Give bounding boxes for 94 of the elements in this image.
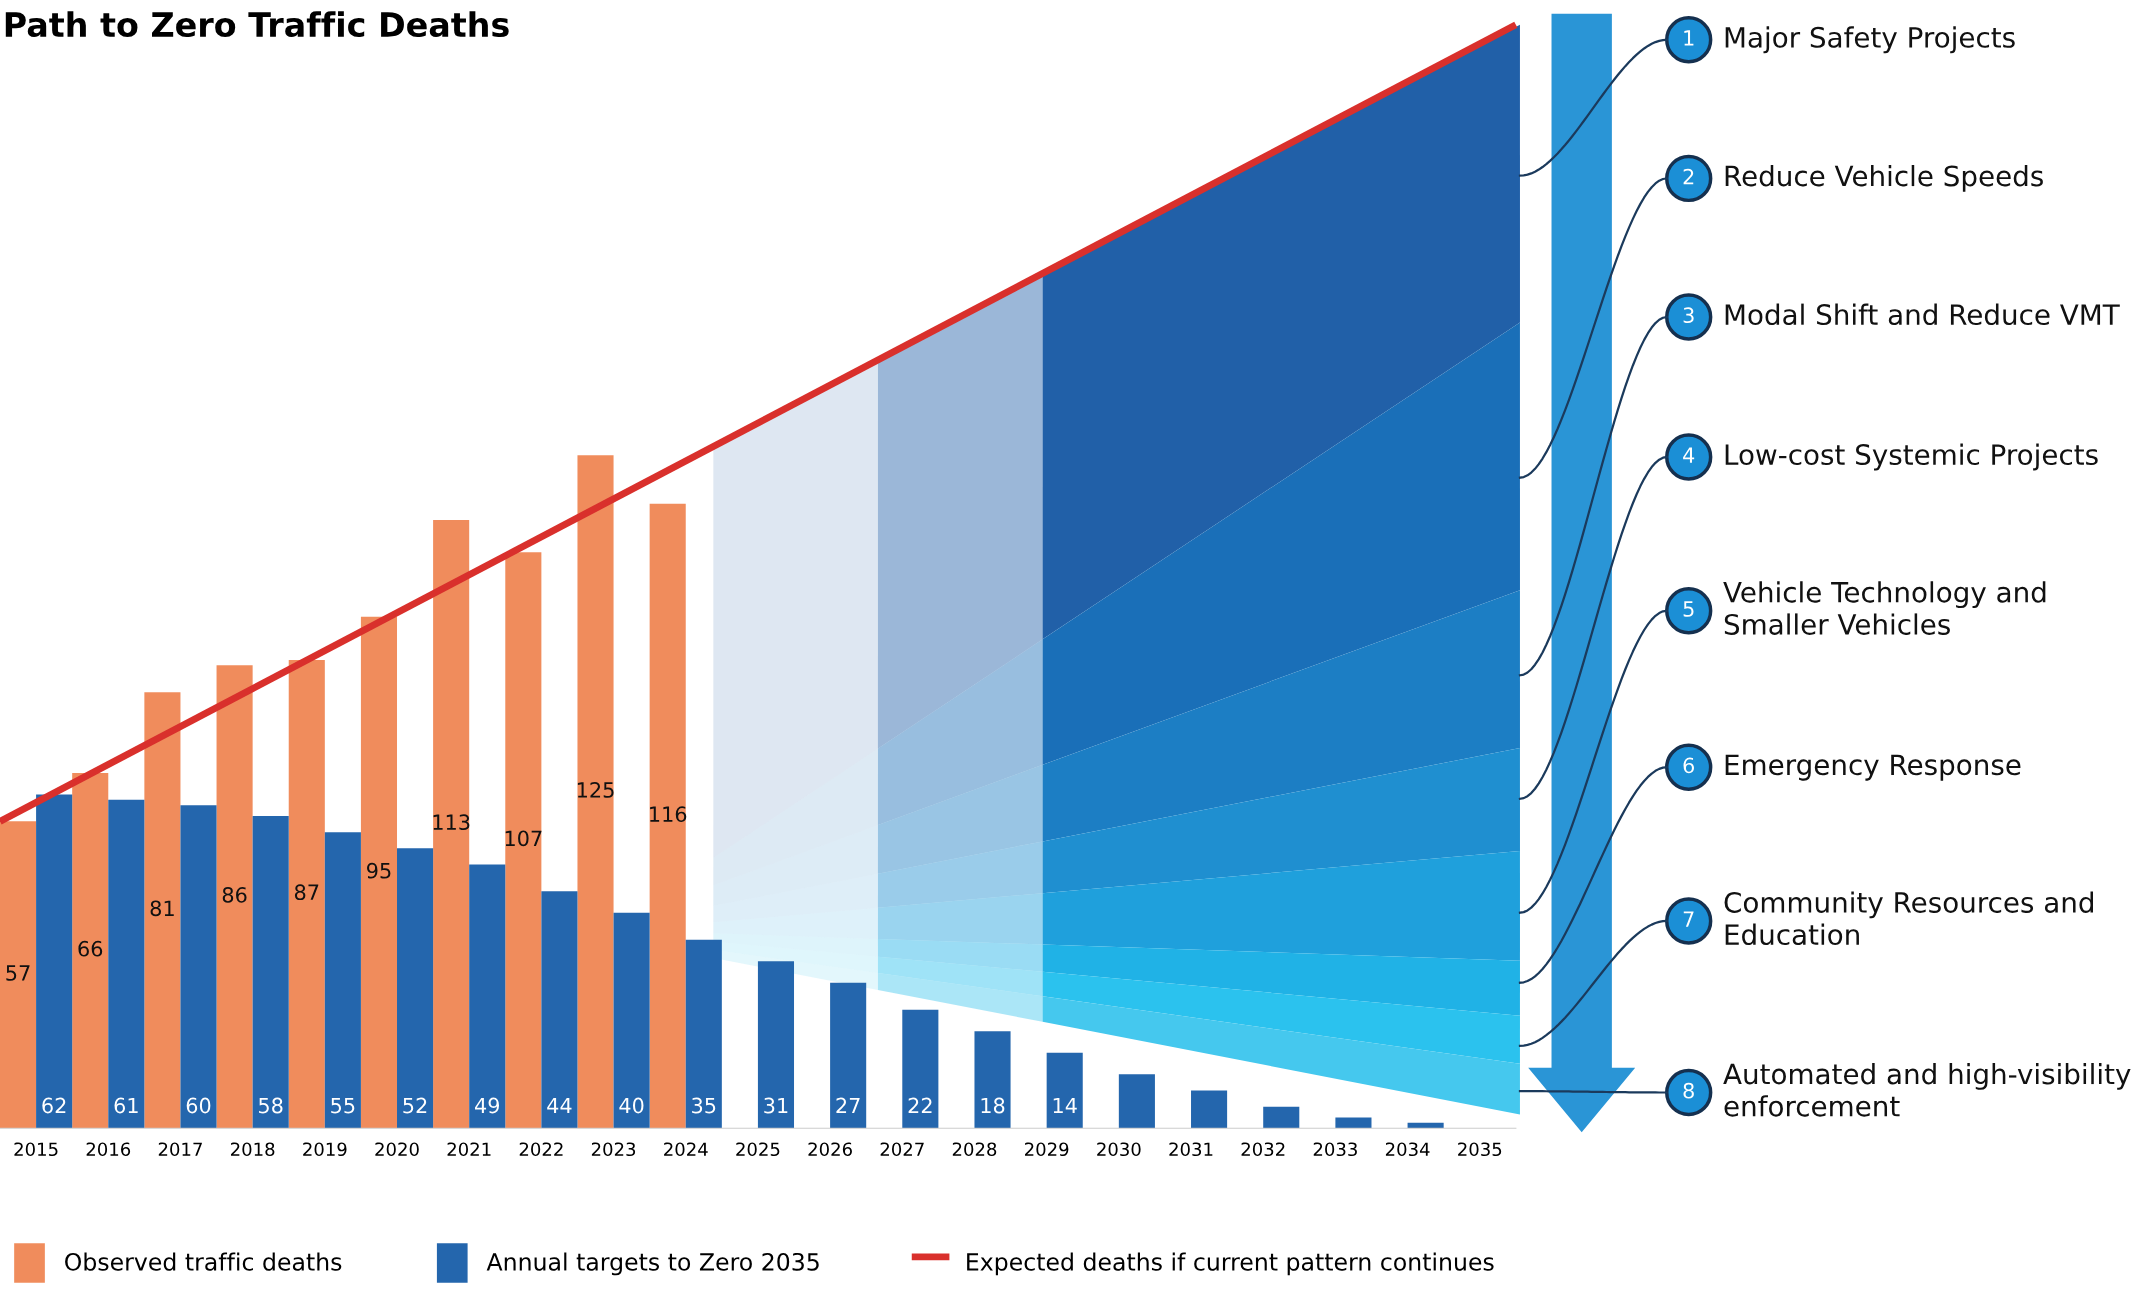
bar bbox=[324, 832, 361, 1129]
x-tick-label: 2031 bbox=[1169, 1142, 1213, 1157]
data-label: 61 bbox=[114, 1097, 138, 1114]
data-label: 22 bbox=[908, 1097, 932, 1114]
data-label: 60 bbox=[186, 1097, 211, 1114]
x-tick-label: 2029 bbox=[1025, 1142, 1069, 1157]
bar bbox=[252, 815, 289, 1129]
data-label: 95 bbox=[367, 862, 391, 879]
data-label: 18 bbox=[981, 1097, 1005, 1114]
data-label: 66 bbox=[78, 940, 103, 957]
text: 2 bbox=[1683, 168, 1694, 185]
legend-label: Observed traffic deaths bbox=[65, 1252, 342, 1271]
x-tick-label: 2030 bbox=[1097, 1142, 1141, 1157]
text: 1 bbox=[1684, 30, 1694, 46]
data-label: 57 bbox=[6, 965, 30, 981]
bar bbox=[433, 519, 470, 1129]
bar bbox=[830, 982, 867, 1129]
data-label: 27 bbox=[836, 1097, 860, 1114]
x-tick-label: 2021 bbox=[447, 1142, 491, 1157]
text: 4 bbox=[1683, 447, 1695, 463]
x-tick-label: 2017 bbox=[158, 1142, 202, 1157]
data-label: 31 bbox=[764, 1097, 788, 1114]
bar bbox=[505, 552, 542, 1129]
bar bbox=[541, 891, 578, 1129]
bar bbox=[613, 912, 650, 1129]
data-label: 87 bbox=[294, 884, 319, 901]
bar bbox=[577, 455, 614, 1129]
data-label: 81 bbox=[150, 900, 174, 917]
x-tick-label: 2020 bbox=[375, 1142, 419, 1157]
bar bbox=[288, 659, 325, 1129]
data-label: 14 bbox=[1053, 1097, 1077, 1114]
x-tick-label: 2019 bbox=[303, 1142, 347, 1157]
bar bbox=[469, 864, 506, 1129]
text: Modal Shift and Reduce VMT bbox=[1725, 303, 2120, 326]
legend-label: Annual targets to Zero 2035 bbox=[486, 1252, 819, 1276]
text: Reduce Vehicle Speeds bbox=[1725, 164, 2043, 192]
x-tick-label: 2016 bbox=[86, 1142, 131, 1157]
x-tick-label: 2028 bbox=[952, 1142, 997, 1157]
bar bbox=[397, 848, 434, 1129]
data-label: 40 bbox=[619, 1097, 644, 1114]
bar bbox=[36, 794, 73, 1129]
bar bbox=[216, 665, 253, 1129]
bar bbox=[1335, 1117, 1372, 1129]
bar bbox=[685, 939, 722, 1129]
bar bbox=[974, 1031, 1011, 1129]
x-tick-label: 2027 bbox=[880, 1142, 924, 1157]
text: Low-cost Systemic Projects bbox=[1725, 443, 2098, 471]
text: Major Safety Projects bbox=[1725, 26, 2015, 54]
data-label: 49 bbox=[475, 1097, 500, 1114]
x-tick-label: 2025 bbox=[736, 1142, 780, 1157]
x-tick-label: 2023 bbox=[591, 1142, 636, 1157]
bar bbox=[1191, 1090, 1228, 1129]
text: 6 bbox=[1683, 757, 1695, 774]
data-label: 44 bbox=[547, 1097, 572, 1114]
x-tick-label: 2026 bbox=[808, 1142, 852, 1157]
x-tick-label: 2032 bbox=[1241, 1142, 1285, 1157]
bar bbox=[1118, 1074, 1155, 1129]
data-label: 55 bbox=[331, 1097, 355, 1114]
x-tick-label: 2015 bbox=[14, 1142, 58, 1157]
bar bbox=[0, 821, 37, 1129]
bar bbox=[144, 692, 181, 1129]
x-tick-label: 2034 bbox=[1385, 1142, 1430, 1157]
data-label: 58 bbox=[259, 1097, 283, 1114]
bar bbox=[108, 799, 145, 1129]
bar bbox=[1046, 1052, 1083, 1129]
bar bbox=[180, 805, 217, 1129]
x-tick-label: 2024 bbox=[664, 1142, 708, 1157]
bar bbox=[902, 1009, 939, 1129]
x-tick-label: 2033 bbox=[1313, 1142, 1357, 1157]
text: Emergency Response bbox=[1725, 754, 2021, 781]
bar bbox=[649, 503, 686, 1129]
chart-title: Path to Zero Traffic Deaths bbox=[5, 11, 509, 38]
data-label: 86 bbox=[222, 887, 247, 903]
data-label: 125 bbox=[577, 782, 614, 798]
x-tick-label: 2022 bbox=[519, 1142, 563, 1157]
text: 5 bbox=[1683, 601, 1694, 617]
data-label: 62 bbox=[42, 1097, 66, 1114]
text: Vehicle Technology and Smaller Vehicles bbox=[1723, 581, 2046, 635]
data-label: 107 bbox=[505, 830, 542, 847]
text: 7 bbox=[1683, 911, 1694, 927]
x-tick-label: 2035 bbox=[1458, 1142, 1502, 1157]
text: Community Resources and Education bbox=[1724, 891, 2093, 946]
data-label: 52 bbox=[403, 1097, 427, 1114]
bar bbox=[72, 772, 109, 1129]
bar bbox=[757, 961, 795, 1129]
text: 8 bbox=[1683, 1082, 1694, 1099]
bar bbox=[1263, 1106, 1300, 1129]
bar bbox=[360, 616, 398, 1129]
bar bbox=[1407, 1122, 1444, 1129]
legend-label: Expected deaths if current pattern continues bbox=[967, 1252, 1494, 1276]
x-tick-label: 2018 bbox=[230, 1142, 275, 1157]
data-label: 35 bbox=[692, 1097, 716, 1114]
text: 3 bbox=[1683, 307, 1694, 324]
text: Automated and high-visibility enforcement bbox=[1723, 1062, 2131, 1117]
